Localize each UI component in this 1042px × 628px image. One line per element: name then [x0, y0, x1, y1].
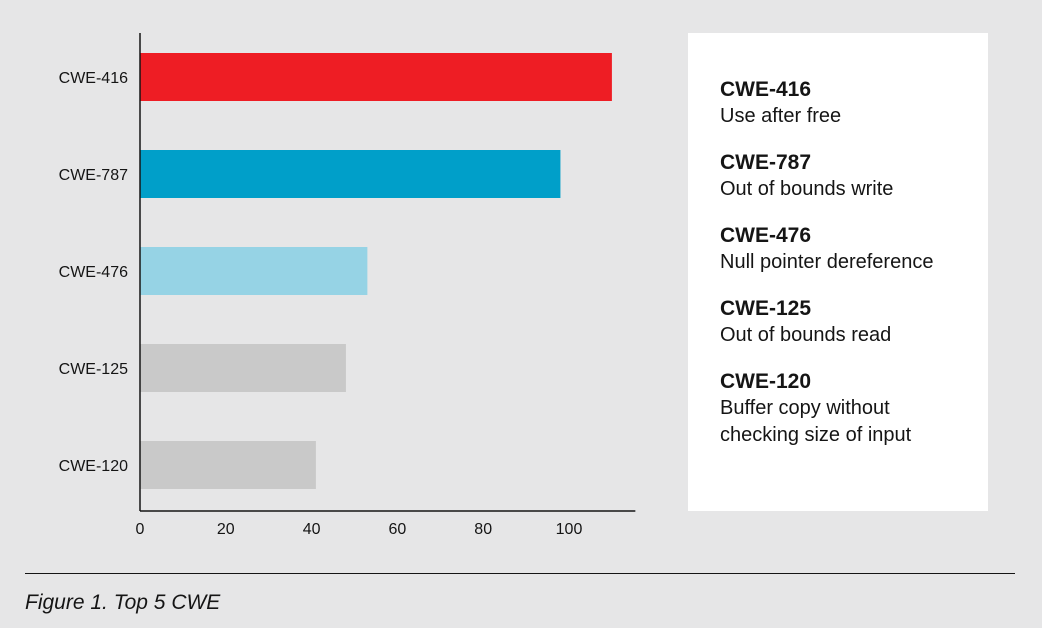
legend-description: Buffer copy without checking size of inp…: [720, 397, 912, 446]
caption-divider: [25, 573, 1015, 574]
bar-cwe-120: [140, 441, 316, 489]
legend-description: Null pointer dereference: [720, 251, 934, 273]
bar-cwe-416: [140, 53, 612, 101]
legend-entry-cwe-125: CWE-125 Out of bounds read: [720, 295, 988, 349]
legend-code: CWE-120: [720, 370, 812, 393]
category-label: CWE-120: [59, 458, 128, 475]
bar-chart: CWE-416 CWE-787 CWE-476 CWE-125 CWE-120 0 20 40…: [59, 33, 636, 538]
category-label: CWE-787: [59, 167, 128, 184]
x-tick-label: 100: [556, 521, 583, 538]
legend-code: CWE-416: [720, 78, 812, 101]
figure-caption: Figure 1. Top 5 CWE: [25, 591, 221, 614]
x-tick-label: 80: [474, 521, 492, 538]
bar-cwe-125: [140, 344, 346, 392]
x-tick-label: 60: [389, 521, 407, 538]
category-label: CWE-125: [59, 361, 128, 378]
bar-cwe-476: [140, 247, 368, 295]
x-tick-label: 0: [136, 521, 145, 538]
legend-code: CWE-476: [720, 224, 812, 247]
category-label: CWE-416: [59, 70, 128, 87]
legend: CWE-416 Use after free CWE-787 Out of bo…: [688, 33, 988, 511]
x-tick-label: 20: [217, 521, 235, 538]
legend-entry-cwe-416: CWE-416 Use after free: [720, 76, 988, 130]
bar-cwe-787: [140, 150, 561, 198]
legend-description: Use after free: [720, 105, 842, 127]
legend-description: Out of bounds write: [720, 178, 894, 200]
legend-entry-cwe-120: CWE-120 Buffer copy without checking siz…: [720, 368, 988, 449]
legend-description: Out of bounds read: [720, 324, 892, 346]
category-label: CWE-476: [59, 264, 128, 281]
legend-entry-cwe-476: CWE-476 Null pointer dereference: [720, 222, 988, 276]
legend-entry-cwe-787: CWE-787 Out of bounds write: [720, 149, 988, 203]
x-tick-label: 40: [303, 521, 321, 538]
legend-code: CWE-787: [720, 151, 812, 174]
legend-code: CWE-125: [720, 297, 812, 320]
